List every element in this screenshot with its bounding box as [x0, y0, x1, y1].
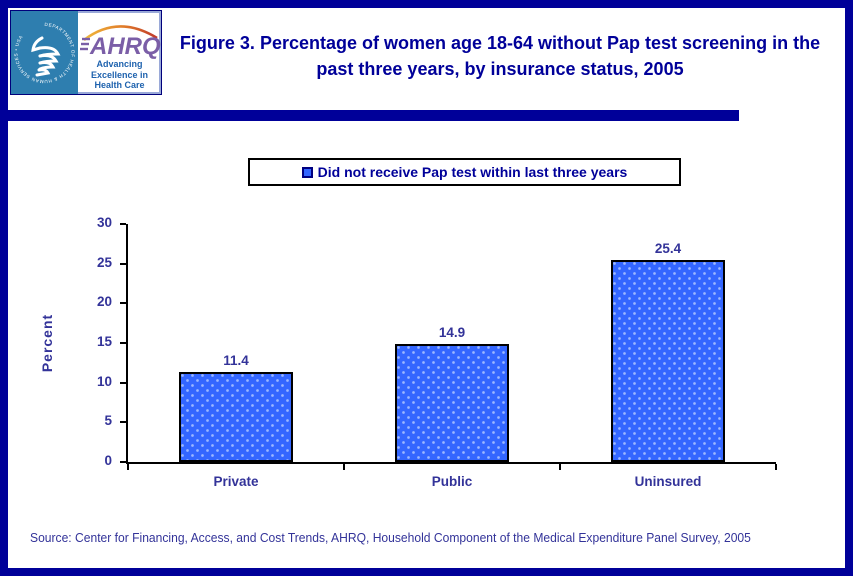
bar-value-label: 11.4	[223, 353, 249, 368]
ahrq-tagline-line2: Excellence in	[90, 69, 149, 80]
agency-logo: DEPARTMENT OF HEALTH & HUMAN SERVICES • …	[10, 10, 162, 95]
page-border-right	[845, 0, 853, 576]
ahrq-tagline-line3: Health Care	[94, 80, 145, 90]
x-axis-category-label: Uninsured	[634, 474, 702, 489]
bar-public	[395, 344, 509, 462]
y-axis-tick	[120, 381, 126, 384]
y-axis-tick	[120, 421, 126, 424]
y-axis-tick-label: 20	[96, 294, 112, 310]
x-axis-tick	[343, 464, 345, 470]
page-border-left	[0, 0, 8, 576]
y-axis-tick-label: 0	[104, 453, 112, 468]
y-axis-tick-label: 10	[96, 373, 112, 389]
y-axis-tick-label: 15	[96, 334, 112, 349]
hhs-logo: DEPARTMENT OF HEALTH & HUMAN SERVICES • …	[11, 11, 78, 94]
ahrq-logo: AHRQ Advancing Excellence in Health Care	[78, 11, 161, 94]
y-axis-tick	[120, 223, 126, 225]
y-axis-tick	[120, 302, 126, 305]
x-axis-tick	[559, 464, 561, 470]
legend-label: Did not receive Pap test within last thr…	[317, 164, 628, 180]
ahrq-acronym: AHRQ	[89, 33, 161, 59]
bar-value-label: 14.9	[438, 325, 466, 340]
x-axis-category-label: Private	[213, 474, 259, 489]
y-axis-title: Percent	[36, 224, 58, 462]
y-axis-title-text: Percent	[39, 313, 56, 373]
y-axis-tick-label: 30	[96, 215, 112, 230]
source-note: Source: Center for Financing, Access, an…	[30, 530, 751, 545]
figure-title: Figure 3. Percentage of women age 18-64 …	[179, 33, 821, 79]
y-axis-tick	[120, 461, 126, 463]
page-border-top	[0, 0, 853, 8]
plot-area: 0 5 10 15 20 25 30 11.4 Private 14.9 Public 25.4 Uni…	[97, 215, 777, 489]
y-axis-tick	[120, 262, 126, 265]
page-border-bottom	[0, 568, 853, 576]
ahrq-wordmark-icon: AHRQ	[80, 25, 161, 59]
x-axis-tick	[127, 464, 129, 470]
bar-private	[179, 372, 293, 462]
y-axis-tick	[120, 342, 126, 344]
x-axis-category-label: Public	[431, 474, 473, 489]
y-axis-tick-label: 25	[96, 254, 112, 270]
hhs-eagle-icon: DEPARTMENT OF HEALTH & HUMAN SERVICES • …	[13, 22, 75, 84]
ahrq-tagline: Advancing Excellence in Health Care	[91, 59, 148, 91]
legend-marker-icon	[301, 166, 313, 178]
x-axis-tick	[775, 464, 777, 470]
legend: Did not receive Pap test within last thr…	[248, 158, 681, 186]
bar-uninsured	[611, 260, 725, 462]
header-divider-bar	[0, 110, 739, 121]
y-axis-tick-label: 5	[104, 413, 112, 429]
bar-value-label: 25.4	[654, 241, 682, 256]
ahrq-tagline-line1: Advancing	[96, 59, 143, 69]
